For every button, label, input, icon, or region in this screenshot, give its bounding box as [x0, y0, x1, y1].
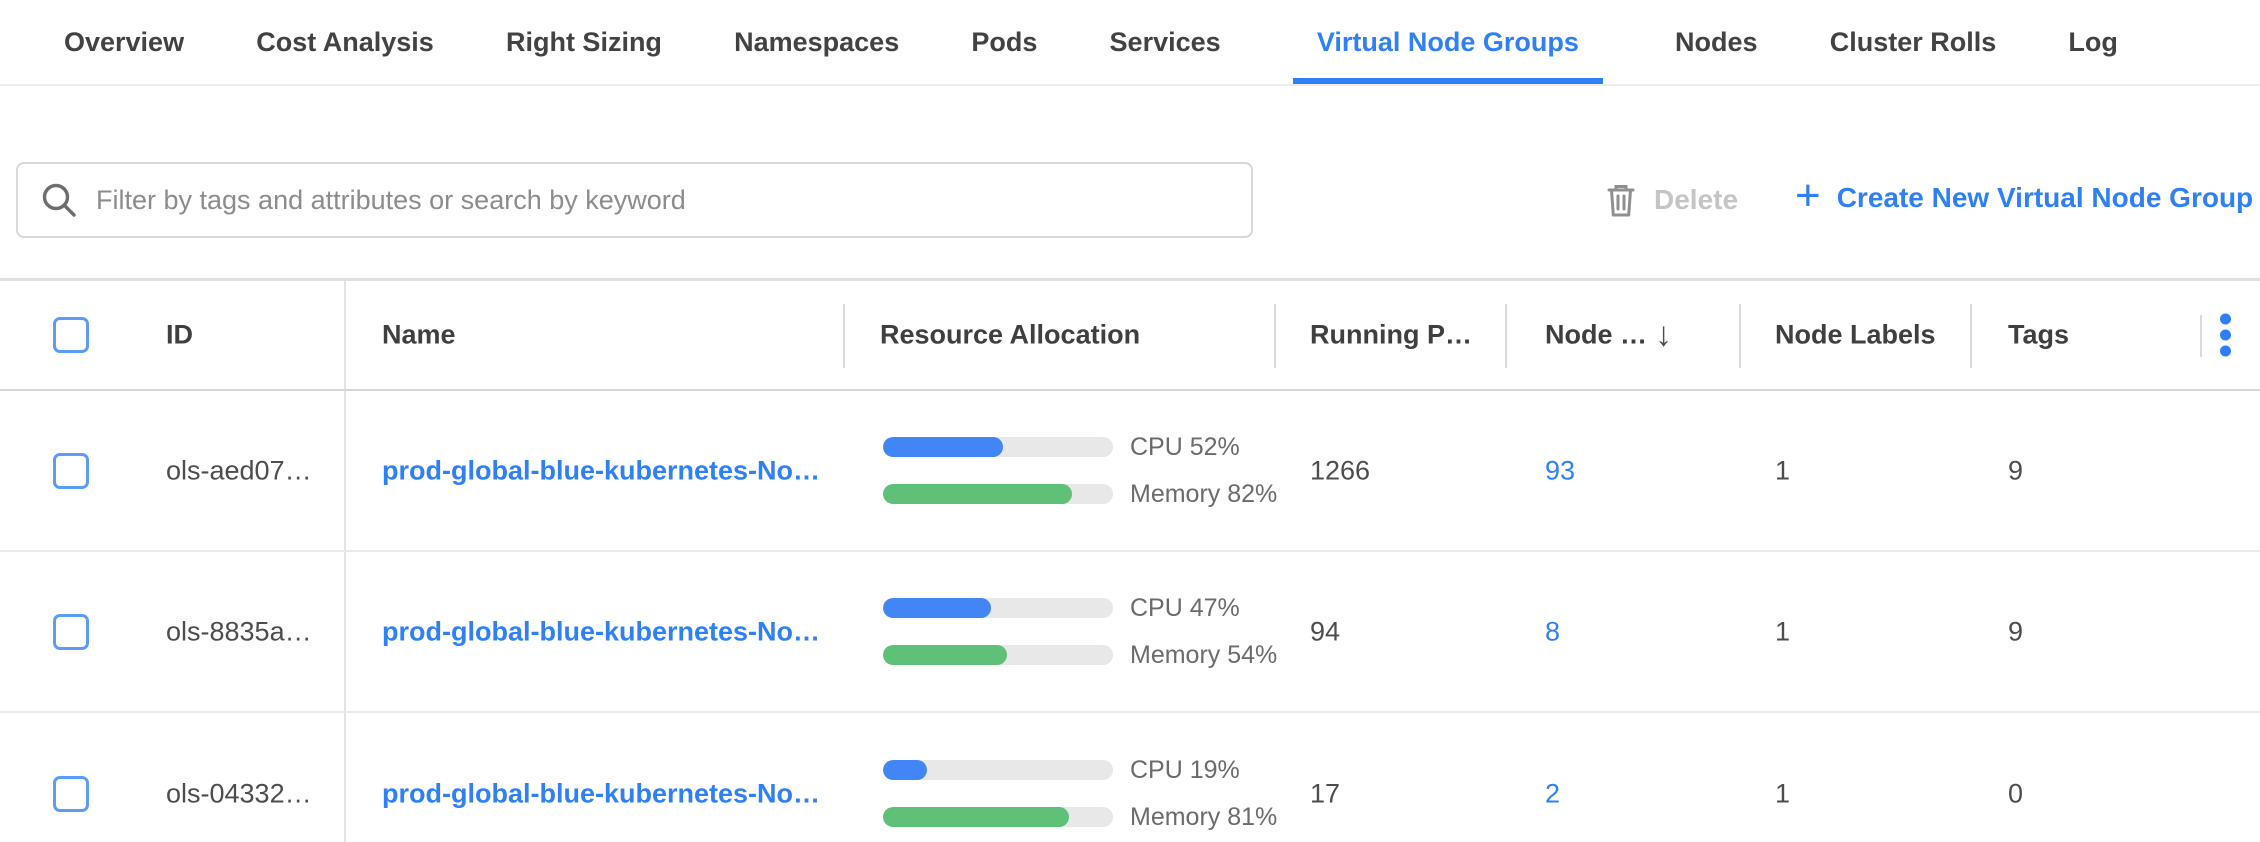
memory-label: Memory 54% [1130, 640, 1278, 669]
top-tab-bar: Overview Cost Analysis Right Sizing Name… [0, 0, 2260, 86]
create-button-label: Create New Virtual Node Group [1836, 182, 2254, 213]
table-row: ols-04332… prod-global-blue-kubernetes-N… [0, 713, 2260, 842]
id-column-divider [344, 281, 346, 389]
tab-nodes[interactable]: Nodes [1675, 26, 1758, 57]
delete-button[interactable]: Delete [1606, 172, 1738, 228]
table-header-row: ID Name Resource Allocation Running P… N… [0, 281, 2260, 391]
node-count-link[interactable]: 8 [1545, 616, 1561, 646]
table-row: ols-8835a… prod-global-blue-kubernetes-N… [0, 552, 2260, 713]
vng-id: ols-aed07… [166, 455, 312, 485]
vng-name-link[interactable]: prod-global-blue-kubernetes-No… [382, 778, 820, 808]
select-all-checkbox[interactable] [53, 317, 89, 353]
vng-id: ols-8835a… [166, 616, 312, 646]
tags-value: 9 [2008, 455, 2024, 485]
cpu-bar [883, 598, 1113, 618]
tab-pods[interactable]: Pods [971, 26, 1038, 57]
node-labels-value: 1 [1775, 455, 1791, 485]
cpu-label: CPU 47% [1130, 593, 1240, 622]
vng-id: ols-04332… [166, 778, 312, 808]
column-header-resource-allocation[interactable]: Resource Allocation [880, 319, 1141, 350]
column-header-name[interactable]: Name [382, 319, 456, 350]
virtual-node-groups-table: ID Name Resource Allocation Running P… N… [0, 278, 2260, 842]
memory-bar [883, 484, 1113, 504]
cpu-bar [883, 437, 1113, 457]
kebab-menu-icon[interactable] [2220, 313, 2231, 357]
tab-cost-analysis[interactable]: Cost Analysis [256, 26, 434, 57]
tab-overview[interactable]: Overview [64, 26, 185, 57]
running-pods-value: 17 [1310, 778, 1341, 808]
resource-allocation-bars: CPU 47% Memory 54% [883, 594, 1277, 670]
running-pods-value: 94 [1310, 616, 1341, 646]
create-virtual-node-group-button[interactable]: + Create New Virtual Node Group [1795, 168, 2253, 228]
filter-search-box[interactable] [16, 162, 1253, 238]
cpu-bar [883, 760, 1113, 780]
memory-label: Memory 82% [1130, 479, 1278, 508]
node-labels-value: 1 [1775, 778, 1791, 808]
cpu-label: CPU 52% [1130, 432, 1240, 461]
memory-label: Memory 81% [1130, 802, 1278, 831]
sort-descending-icon[interactable]: ↓ [1655, 315, 1672, 354]
node-count-link[interactable]: 93 [1545, 455, 1576, 485]
column-header-running-pods[interactable]: Running P… [1310, 319, 1472, 350]
tab-log[interactable]: Log [2068, 26, 2118, 57]
resource-allocation-bars: CPU 19% Memory 81% [883, 756, 1277, 832]
running-pods-value: 1266 [1310, 455, 1371, 485]
cpu-label: CPU 19% [1130, 755, 1240, 784]
delete-button-label: Delete [1654, 184, 1739, 215]
tab-namespaces[interactable]: Namespaces [734, 26, 900, 57]
node-labels-value: 1 [1775, 616, 1791, 646]
row-checkbox[interactable] [53, 452, 89, 489]
tab-services[interactable]: Services [1109, 26, 1221, 57]
tab-right-sizing[interactable]: Right Sizing [505, 26, 662, 57]
search-icon [42, 183, 76, 217]
column-header-node-labels[interactable]: Node Labels [1775, 319, 1936, 350]
node-count-link[interactable]: 2 [1545, 778, 1561, 808]
table-row: ols-aed07… prod-global-blue-kubernetes-N… [0, 391, 2260, 552]
column-header-id[interactable]: ID [166, 319, 193, 350]
trash-icon [1607, 185, 1635, 217]
tags-value: 0 [2008, 778, 2024, 808]
memory-bar [883, 807, 1113, 827]
row-checkbox[interactable] [53, 775, 89, 812]
row-checkbox[interactable] [53, 613, 89, 650]
resource-allocation-bars: CPU 52% Memory 82% [883, 433, 1277, 509]
tab-cluster-rolls[interactable]: Cluster Rolls [1829, 26, 1997, 57]
tags-value: 9 [2008, 616, 2024, 646]
plus-icon: + [1795, 171, 1821, 220]
column-header-node-count[interactable]: Node … [1545, 319, 1648, 350]
memory-bar [883, 645, 1113, 665]
tab-virtual-node-groups[interactable]: Virtual Node Groups [1292, 0, 1603, 84]
column-header-tags[interactable]: Tags [2008, 319, 2070, 350]
vng-name-link[interactable]: prod-global-blue-kubernetes-No… [382, 455, 820, 485]
vng-name-link[interactable]: prod-global-blue-kubernetes-No… [382, 616, 820, 646]
search-input[interactable] [96, 184, 1251, 216]
